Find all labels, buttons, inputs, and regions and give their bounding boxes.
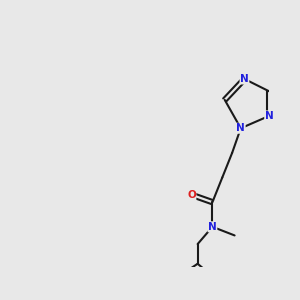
Text: N: N [236, 123, 245, 133]
Text: N: N [208, 222, 217, 232]
Text: N: N [240, 74, 249, 84]
Text: O: O [187, 190, 196, 200]
Text: N: N [265, 111, 274, 121]
